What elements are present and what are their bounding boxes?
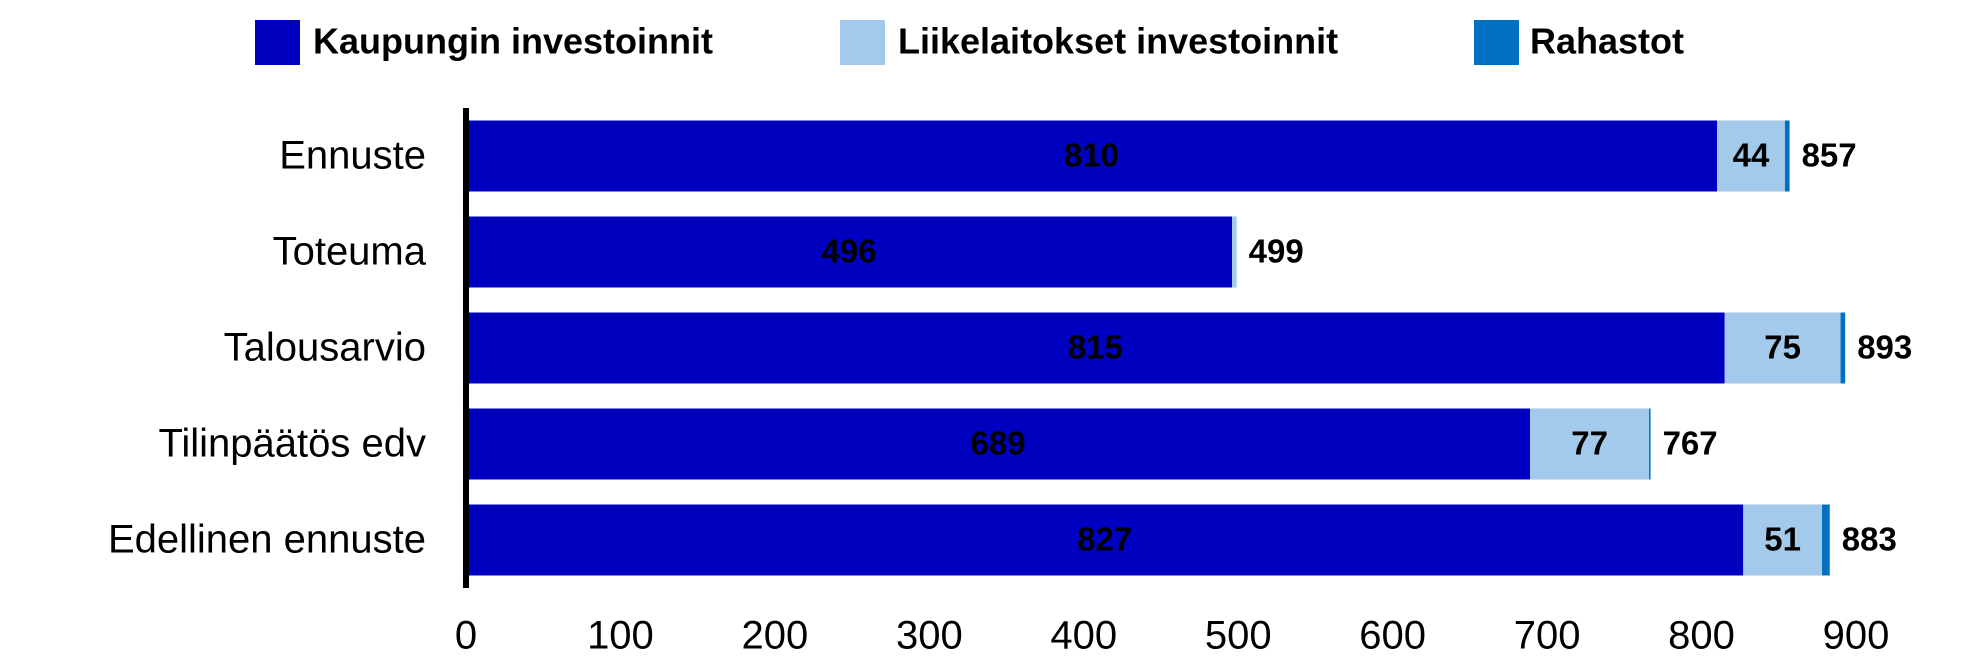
category-label: Tilinpäätös edv [158,422,426,466]
x-tick-label: 400 [1050,614,1117,658]
value-label: 51 [1764,521,1801,558]
bar-segment [1840,312,1846,384]
x-tick-label: 300 [896,614,963,658]
bar-segment [466,312,1725,384]
x-tick-label: 100 [587,614,654,658]
bar-segment [1743,504,1823,576]
bar-segment [1530,408,1650,480]
bar-segment [1784,120,1790,192]
bar-segment [466,408,1531,480]
x-tick-label: 800 [1668,614,1735,658]
x-tick-label: 700 [1514,614,1581,658]
bar-segment [1717,120,1785,192]
legend-label: Kaupungin investoinnit [313,21,713,62]
value-label: 75 [1764,329,1801,366]
legend-swatch [255,20,300,65]
value-label: 44 [1733,137,1770,174]
value-label: 827 [1077,521,1132,558]
bar-segment [1724,312,1841,384]
category-label: Talousarvio [224,326,426,370]
bar-segment [466,216,1233,288]
bar-segment [466,120,1717,192]
value-label: 496 [821,233,876,270]
legend-swatch [840,20,885,65]
bar-segment [1232,216,1237,288]
x-tick-label: 600 [1359,614,1426,658]
value-label: 810 [1064,137,1119,174]
category-label: Edellinen ennuste [108,518,426,562]
bar-segment [466,504,1744,576]
bar-segment [1822,504,1830,576]
total-label: 857 [1802,137,1857,174]
x-tick-label: 200 [742,614,809,658]
value-label: 689 [971,425,1026,462]
category-label: Ennuste [279,134,426,178]
total-label: 499 [1249,233,1304,270]
category-label: Toteuma [273,230,427,274]
x-tick-label: 500 [1205,614,1272,658]
bar-segment [1649,408,1651,480]
legend-label: Liikelaitokset investoinnit [898,21,1338,62]
x-tick-label: 0 [455,614,477,658]
value-label: 77 [1571,425,1608,462]
total-label: 883 [1842,521,1897,558]
total-label: 767 [1663,425,1718,462]
value-label: 815 [1068,329,1123,366]
x-tick-label: 900 [1823,614,1890,658]
legend-swatch [1474,20,1519,65]
legend-label: Rahastot [1530,21,1684,62]
total-label: 893 [1857,329,1912,366]
